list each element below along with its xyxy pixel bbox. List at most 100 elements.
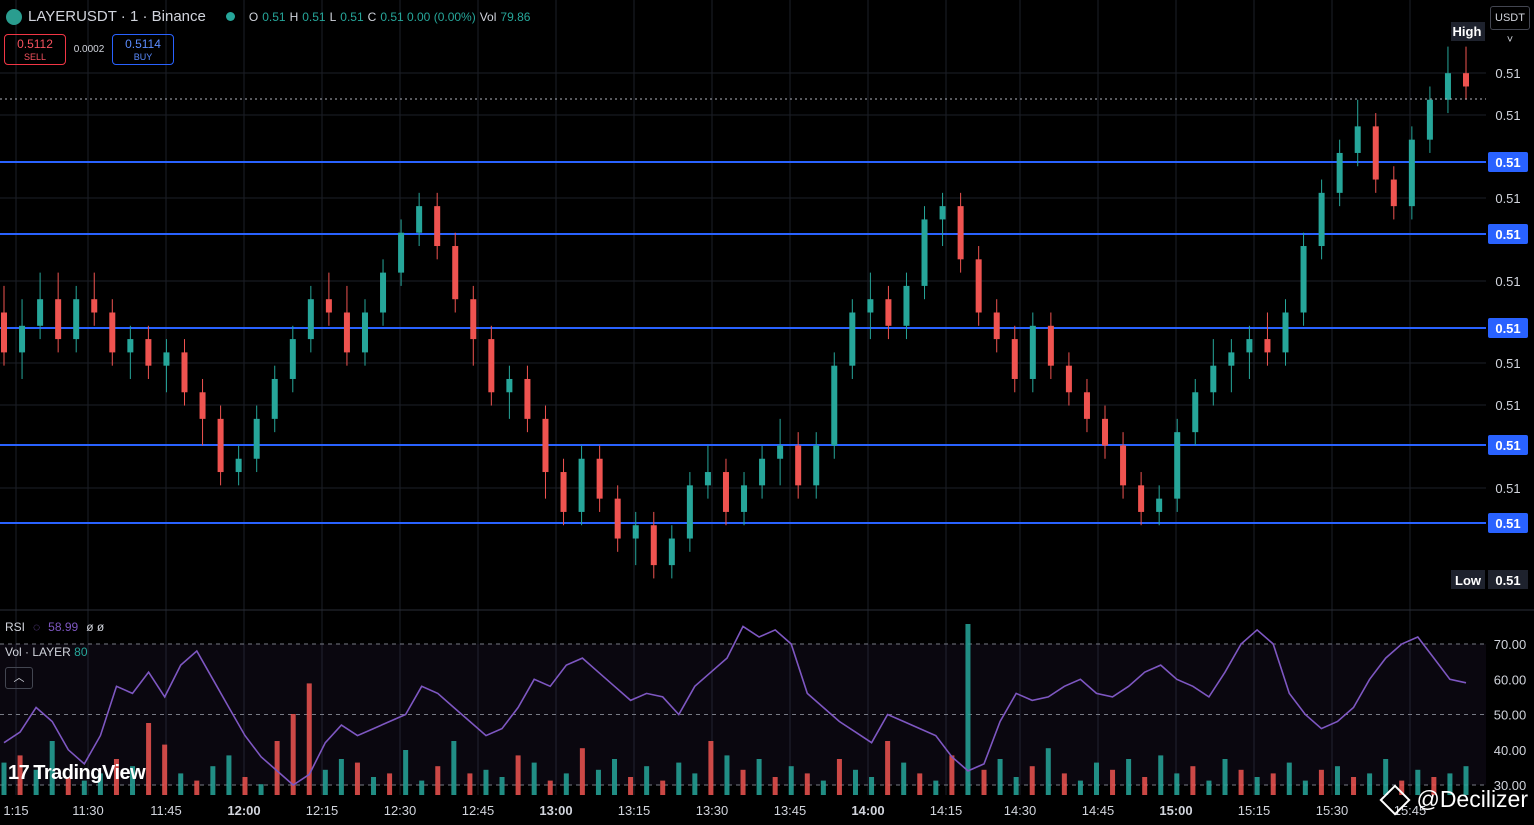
- volume-bar: [81, 780, 87, 795]
- candle: [1029, 325, 1036, 379]
- candle: [975, 259, 982, 313]
- candle: [1047, 325, 1054, 366]
- time-tick-label: 14:30: [1004, 803, 1037, 818]
- volume-bar: [1045, 748, 1051, 795]
- candle: [506, 378, 513, 393]
- volume-bar: [1447, 773, 1453, 795]
- time-tick-label: 12:00: [227, 803, 260, 818]
- volume-bar: [354, 762, 360, 795]
- candle: [1156, 498, 1163, 512]
- candle: [1210, 365, 1217, 393]
- chevron-up-icon[interactable]: ︿: [5, 667, 33, 689]
- candle: [1192, 392, 1199, 433]
- volume-bar: [1, 762, 7, 795]
- price-axis[interactable]: 0.51 0.51 0.51 0.51 0.51 0.51 0.51 0.51 0.51 0.51…: [1451, 22, 1528, 589]
- volume-bar: [1286, 762, 1292, 795]
- level-price-tag: [1488, 318, 1528, 338]
- volume-bar: [17, 755, 23, 795]
- volume-bar: [708, 741, 714, 795]
- volume-bar: [579, 748, 585, 795]
- volume-bar: [162, 744, 168, 795]
- candle: [795, 445, 802, 486]
- sell-button[interactable]: 0.5112 SELL: [4, 34, 66, 65]
- time-tick-label: 13:00: [539, 803, 572, 818]
- volume-bar: [1126, 759, 1132, 795]
- level-price-label: 0.51: [1495, 155, 1520, 170]
- price-tick-label: 0.51: [1495, 398, 1520, 413]
- volume-bar: [194, 780, 200, 795]
- candle: [1120, 445, 1127, 486]
- tradingview-logo: 17 TradingView: [8, 762, 146, 784]
- candle: [325, 299, 332, 313]
- volume-bar: [1093, 762, 1099, 795]
- volume-bar: [97, 773, 103, 795]
- volume-bar: [210, 766, 216, 795]
- time-axis[interactable]: 1:15 11:30 11:45 12:00 12:15 12:30 12:45 13:00 1…: [3, 803, 1426, 818]
- volume-bar: [917, 773, 923, 795]
- volume-bar: [467, 773, 473, 795]
- volume-bar: [1383, 759, 1389, 795]
- volume-bar: [33, 769, 39, 795]
- volume-bar: [1206, 780, 1212, 795]
- volume-bar: [740, 769, 746, 795]
- high-label: High: [1453, 24, 1482, 39]
- volume-bar: [852, 769, 858, 795]
- volume-bar: [1270, 773, 1276, 795]
- price-tick-label: 0.51: [1495, 481, 1520, 496]
- volume-bar: [515, 755, 521, 795]
- candle: [686, 485, 693, 539]
- chart-header: LAYERUSDT · 1 · Binance O 0.51 H 0.51 L 0.5…: [6, 8, 530, 25]
- candle: [1300, 246, 1307, 313]
- candle: [1228, 352, 1235, 366]
- candle: [993, 312, 1000, 340]
- candle: [560, 472, 567, 512]
- volume-bar: [1463, 766, 1469, 795]
- candle: [1065, 365, 1072, 393]
- grid: [0, 0, 1534, 795]
- volume-bar: [338, 759, 344, 795]
- candle: [452, 246, 459, 300]
- candle: [307, 299, 314, 340]
- candle: [163, 352, 170, 366]
- candle: [181, 352, 188, 393]
- time-tick-label: 11:30: [72, 803, 104, 818]
- rsi-tick-label: 40.00: [1494, 743, 1527, 758]
- volume-bar: [146, 723, 152, 795]
- rsi-tick-label: 60.00: [1494, 672, 1527, 687]
- refresh-icon[interactable]: ◌: [33, 620, 41, 634]
- candle: [722, 472, 729, 512]
- volume-bar: [290, 714, 296, 795]
- symbol-title[interactable]: LAYERUSDT · 1 · Binance: [28, 8, 206, 25]
- candle: [921, 219, 928, 286]
- volume-bar: [547, 780, 553, 795]
- volume-bar: [1238, 769, 1244, 795]
- level-price-label: 0.51: [1495, 227, 1520, 242]
- volume-bar: [949, 755, 955, 795]
- low-value: 0.51: [1495, 573, 1520, 588]
- buy-button[interactable]: 0.5114 BUY: [112, 34, 174, 65]
- rsi-line: [3, 625, 1467, 787]
- candle: [813, 445, 820, 486]
- volume-bar: [595, 769, 601, 795]
- volume-bar: [499, 777, 505, 795]
- candles: [1, 46, 1469, 579]
- volume-bar: [756, 759, 762, 795]
- candle: [127, 339, 134, 353]
- candle: [1011, 339, 1018, 379]
- candle: [542, 418, 549, 473]
- candle: [1102, 418, 1109, 446]
- volume-bar: [997, 759, 1003, 795]
- volume-bar: [403, 750, 409, 795]
- volume-bar: [258, 784, 264, 795]
- time-tick-label: 12:30: [384, 803, 417, 818]
- currency-select[interactable]: USDT ˅: [1490, 6, 1530, 46]
- volume-bar: [1399, 780, 1405, 795]
- price-tick-label: 0.51: [1495, 191, 1520, 206]
- candle: [632, 525, 639, 539]
- volume-bar: [1077, 780, 1083, 795]
- candle: [37, 299, 44, 326]
- candle: [1138, 485, 1145, 512]
- time-tick-label: 13:15: [618, 803, 651, 818]
- volume-bar: [1142, 777, 1148, 795]
